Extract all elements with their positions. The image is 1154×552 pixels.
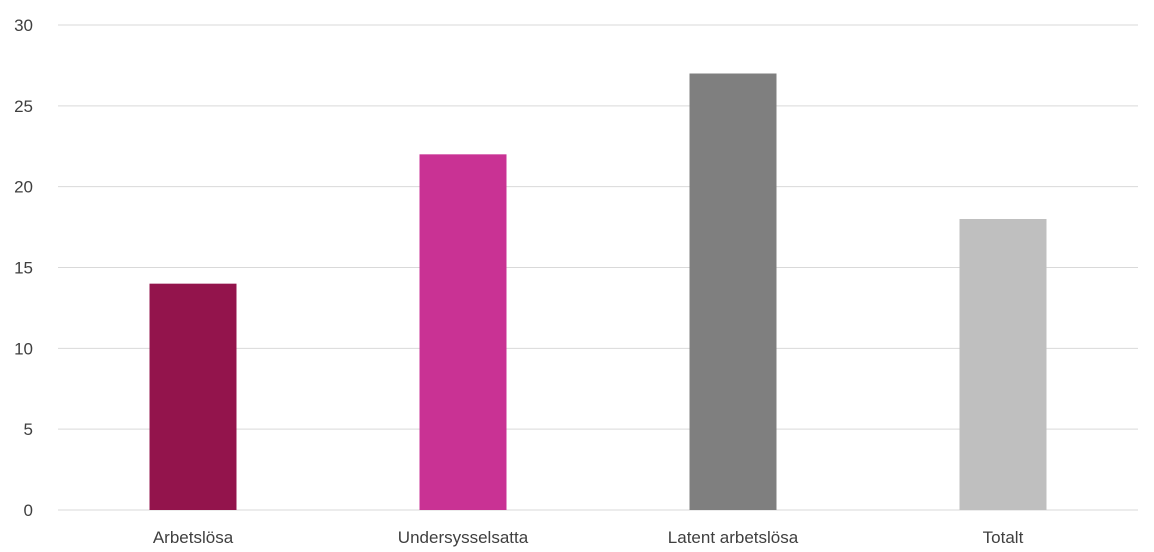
y-tick-label: 30 xyxy=(14,16,33,35)
x-axis-category-labels: Arbetslösa Undersysselsatta Latent arbetsl… xyxy=(153,528,1024,547)
x-category-label: Undersysselsatta xyxy=(398,528,529,547)
y-tick-label: 25 xyxy=(14,97,33,116)
x-category-label: Totalt xyxy=(983,528,1024,547)
bar-3 xyxy=(689,73,777,510)
bar-1 xyxy=(149,283,237,510)
y-tick-label: 5 xyxy=(24,420,33,439)
gridlines xyxy=(58,24,1138,511)
y-tick-label: 0 xyxy=(24,501,33,520)
y-tick-label: 20 xyxy=(14,178,33,197)
y-tick-label: 10 xyxy=(14,339,33,358)
bar-4 xyxy=(959,219,1047,510)
y-tick-label: 15 xyxy=(14,259,33,278)
bar-2 xyxy=(419,154,507,511)
x-category-label: Arbetslösa xyxy=(153,528,234,547)
bars xyxy=(149,73,1047,511)
x-category-label: Latent arbetslösa xyxy=(668,528,799,547)
y-axis-tick-labels: 0 5 10 15 20 25 30 xyxy=(14,16,33,520)
